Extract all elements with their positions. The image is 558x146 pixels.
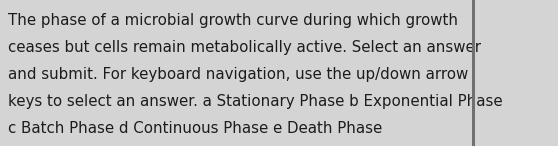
Text: ceases but cells remain metabolically active. Select an answer: ceases but cells remain metabolically ac…	[8, 40, 482, 55]
Text: and submit. For keyboard navigation, use the up/down arrow: and submit. For keyboard navigation, use…	[8, 67, 469, 82]
Text: c Batch Phase d Continuous Phase e Death Phase: c Batch Phase d Continuous Phase e Death…	[8, 121, 383, 136]
Text: The phase of a microbial growth curve during which growth: The phase of a microbial growth curve du…	[8, 13, 458, 28]
Bar	[472, 0, 475, 146]
Text: keys to select an answer. a Stationary Phase b Exponential Phase: keys to select an answer. a Stationary P…	[8, 94, 503, 109]
